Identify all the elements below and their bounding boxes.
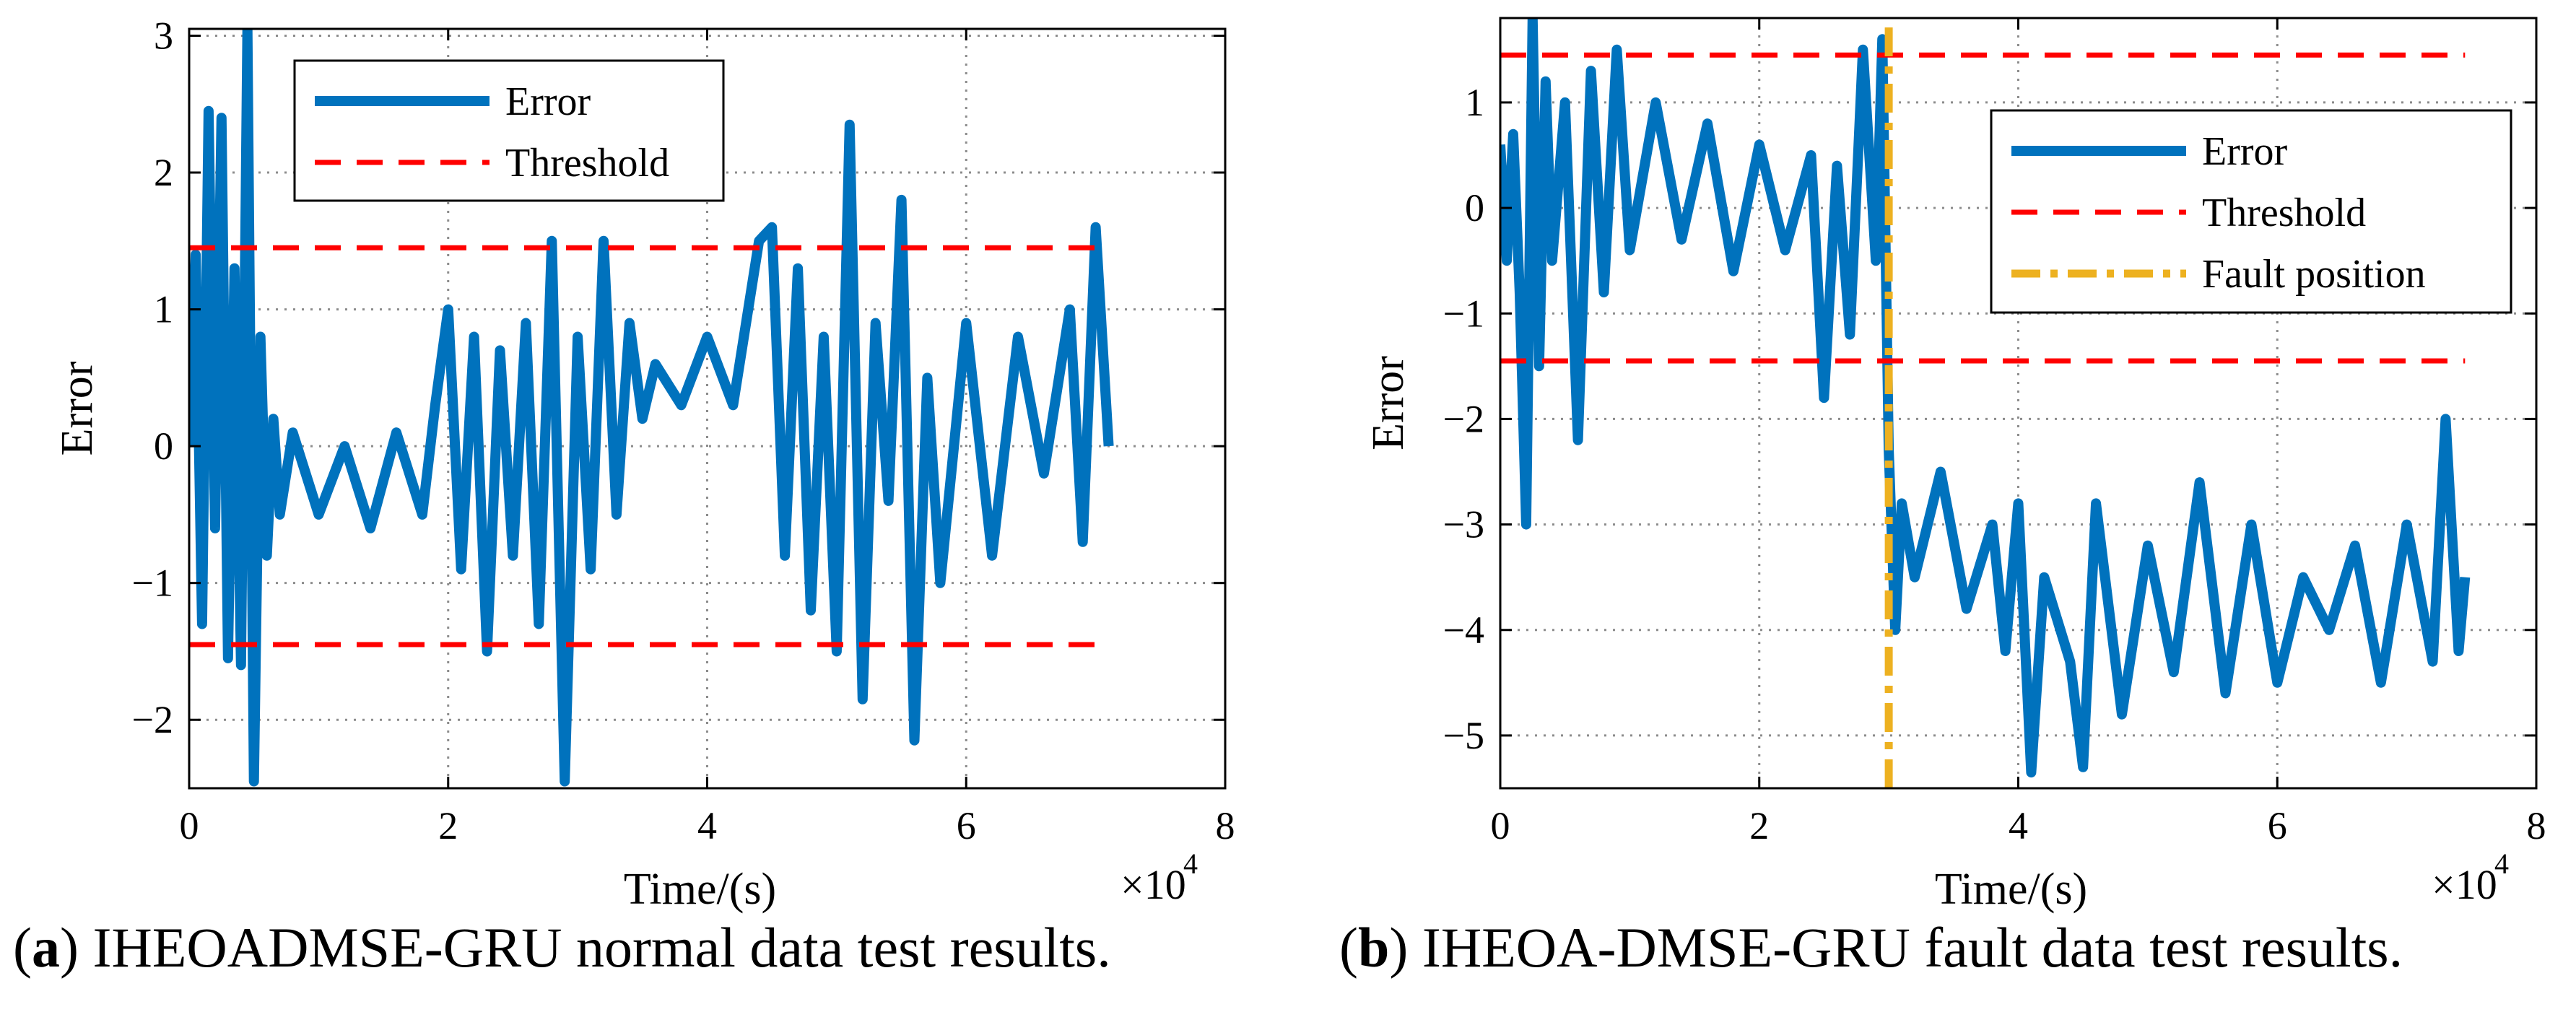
x-tick-label-4: 8 [1216,804,1235,847]
caption-a-letter: a [31,916,60,979]
x-tick-label-0: 0 [1491,804,1510,847]
series-error-line-0 [189,29,1114,787]
chart-a: 0 2 4 6 8−2−10123Time/(s)Error×104ErrorThres… [53,14,1235,914]
y-tick-label-5: 0 [1465,186,1484,230]
series-group [189,29,1114,787]
y-tick-label-0: −2 [132,698,173,741]
y-tick-label-3: 1 [154,288,173,331]
x-axis-label: Time/(s) [624,865,776,914]
y-tick-label-0: −5 [1443,714,1484,757]
caption-b-text: IHEOA-DMSE-GRU fault data test results. [1408,916,2403,979]
series-group [1500,18,2471,788]
legend-error-label: Error [505,79,591,124]
y-tick-label-1: −4 [1443,608,1484,652]
y-tick-label-3: −2 [1443,397,1484,440]
x-tick-label-3: 6 [957,804,976,847]
y-tick-label-6: 1 [1465,81,1484,124]
legend-error-label: Error [2202,129,2288,174]
y-tick-label-1: −1 [132,562,173,605]
x-tick-label-2: 4 [2009,804,2028,847]
y-tick-label-5: 3 [154,14,173,57]
legend-threshold-label: Threshold [505,141,669,186]
legend: Error Threshold [293,59,725,202]
x-multiplier-label: ×10 [1121,861,1186,908]
caption-b: (b) IHEOA-DMSE-GRU fault data test resul… [1339,916,2403,979]
y-axis-label: Error [1364,356,1413,450]
x-tick-label-2: 4 [697,804,717,847]
caption-a-text: IHEOADMSE-GRU normal data test results. [78,916,1111,979]
x-tick-label-1: 2 [1749,804,1769,847]
x-tick-label-0: 0 [180,804,199,847]
x-multiplier-label: ×10 [2432,861,2497,908]
x-tick-label-3: 6 [2268,804,2287,847]
y-axis-label: Error [53,361,102,455]
legend-fault-position-label: Fault position [2202,252,2426,297]
x-tick-label-4: 8 [2527,804,2546,847]
caption-b-letter: b [1357,916,1390,979]
y-tick-label-2: −3 [1443,503,1484,546]
y-tick-label-4: −1 [1443,292,1484,335]
x-tick-label-1: 2 [438,804,458,847]
legend-threshold-label: Threshold [2202,191,2366,235]
x-multiplier-exponent: 4 [2494,847,2509,880]
x-axis-label: Time/(s) [1935,865,2087,914]
caption-a: (a) IHEOADMSE-GRU normal data test resul… [13,916,1111,979]
chart-b: 0 2 4 6 8−5−4−3−2−101Time/(s)Error×104ErrorT… [1364,17,2546,914]
x-multiplier-exponent: 4 [1183,847,1198,880]
legend: Error Threshold Fault position [1990,109,2512,314]
y-tick-label-4: 2 [154,151,173,194]
y-tick-label-2: 0 [154,424,173,468]
legend-box [293,59,725,202]
